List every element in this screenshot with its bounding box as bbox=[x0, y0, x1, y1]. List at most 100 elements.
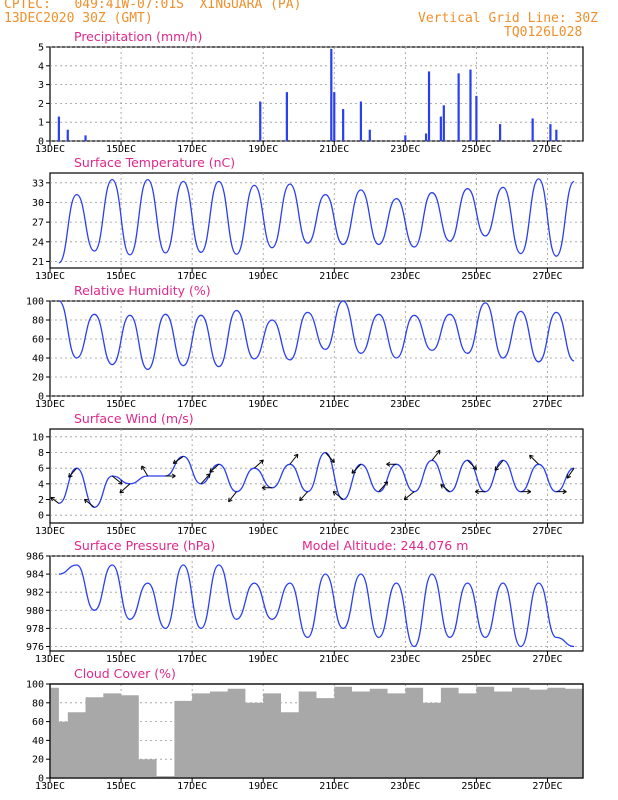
x-tick-label: 13DEC bbox=[35, 271, 65, 282]
precip-bar bbox=[469, 69, 472, 141]
precip-bar bbox=[498, 124, 502, 141]
x-tick-label: 27DEC bbox=[532, 526, 562, 537]
x-tick-label: 27DEC bbox=[532, 271, 562, 282]
wind-arrow-head bbox=[299, 496, 304, 502]
precip-bar bbox=[330, 48, 333, 141]
y-tick-label: 0 bbox=[38, 137, 44, 148]
wind-arrow bbox=[332, 491, 344, 500]
wind-arrow-head bbox=[436, 449, 441, 455]
y-tick-label: 20 bbox=[32, 755, 44, 766]
wind-arrow-head bbox=[141, 465, 146, 471]
wind-arrow bbox=[228, 491, 237, 502]
y-tick-label: 2 bbox=[38, 99, 44, 110]
x-tick-label: 17DEC bbox=[177, 654, 207, 665]
panel-frame bbox=[49, 428, 584, 524]
wind-arrow-head bbox=[118, 480, 123, 485]
x-tick-label: 27DEC bbox=[532, 654, 562, 665]
y-tick-label: 984 bbox=[26, 570, 44, 581]
wind-arrow-head bbox=[332, 491, 338, 496]
x-tick-label: 17DEC bbox=[177, 399, 207, 410]
x-tick-label: 17DEC bbox=[177, 526, 207, 537]
precip-bar bbox=[342, 109, 345, 141]
x-tick-label: 21DEC bbox=[319, 399, 349, 410]
y-tick-label: 3 bbox=[38, 80, 44, 91]
y-tick-label: 100 bbox=[26, 297, 44, 308]
wind-arrow bbox=[209, 463, 220, 473]
y-tick-label: 60 bbox=[32, 335, 44, 346]
wind-arrow-head bbox=[566, 474, 572, 479]
y-tick-label: 0 bbox=[38, 774, 44, 785]
series-line bbox=[58, 300, 575, 371]
x-tick-label: 15DEC bbox=[106, 654, 136, 665]
wind-arrow-head bbox=[119, 488, 124, 494]
wind-arrow-head bbox=[228, 497, 233, 503]
wind-arrow-head bbox=[562, 489, 567, 495]
wind-arrow bbox=[84, 498, 95, 508]
precip-bar bbox=[439, 116, 442, 141]
x-tick-label: 19DEC bbox=[248, 526, 278, 537]
precip-bar bbox=[285, 92, 288, 141]
model-code: TQ0126L028 bbox=[504, 25, 583, 40]
cloud-area bbox=[50, 686, 583, 778]
panel-frame bbox=[49, 172, 584, 269]
x-tick-label: 27DEC bbox=[532, 781, 562, 792]
x-tick-label: 25DEC bbox=[461, 271, 491, 282]
x-tick-label: 21DEC bbox=[319, 271, 349, 282]
y-tick-label: 1 bbox=[38, 118, 44, 129]
vertical-grid-note: Vertical Grid Line: 30Z bbox=[418, 11, 599, 26]
y-tick-label: 986 bbox=[26, 552, 44, 563]
wind-arrow-head bbox=[472, 465, 478, 470]
wind-arrow bbox=[494, 460, 504, 471]
y-tick-label: 978 bbox=[26, 624, 44, 635]
wind-arrow-head bbox=[259, 459, 264, 465]
y-tick-label: 4 bbox=[38, 479, 44, 490]
x-tick-label: 19DEC bbox=[248, 144, 278, 155]
x-tick-label: 23DEC bbox=[390, 399, 420, 410]
precip-bar bbox=[359, 101, 363, 141]
model-altitude-label: Model Altitude: 244.076 m bbox=[302, 538, 468, 553]
wind-arrow-head bbox=[83, 498, 89, 504]
wind-arrow bbox=[467, 459, 477, 470]
y-tick-label: 980 bbox=[26, 606, 44, 617]
y-tick-label: 0 bbox=[38, 511, 44, 522]
y-tick-label: 27 bbox=[32, 218, 44, 229]
y-tick-label: 2 bbox=[38, 495, 44, 506]
wind-arrow-head bbox=[386, 461, 391, 467]
x-tick-label: 21DEC bbox=[319, 144, 349, 155]
header-line-1: CPTEC: 049:41W-07:01S XINGUARA (PA) bbox=[4, 0, 302, 12]
x-tick-label: 25DEC bbox=[461, 144, 491, 155]
wind-arrow-head bbox=[209, 468, 214, 473]
series-line bbox=[58, 564, 575, 648]
wind-arrow bbox=[299, 491, 308, 501]
x-tick-label: 27DEC bbox=[532, 399, 562, 410]
panel-title: Precipitation (mm/h) bbox=[74, 29, 202, 44]
wind-arrow bbox=[325, 452, 335, 463]
wind-arrow-head bbox=[383, 481, 389, 486]
precip-bar bbox=[442, 105, 445, 141]
wind-arrow-head bbox=[475, 489, 479, 495]
panel-title: Surface Wind (m/s) bbox=[74, 411, 194, 426]
panel-title: Surface Pressure (hPa) bbox=[74, 538, 215, 553]
precip-bar bbox=[549, 124, 552, 141]
y-tick-label: 5 bbox=[38, 43, 44, 54]
wind-arrow-head bbox=[440, 484, 445, 489]
wind-arrow-head bbox=[206, 473, 211, 478]
wind-arrow bbox=[200, 473, 211, 485]
x-tick-label: 13DEC bbox=[35, 781, 65, 792]
x-tick-label: 17DEC bbox=[177, 144, 207, 155]
wind-arrow-head bbox=[403, 495, 409, 501]
y-tick-label: 976 bbox=[26, 642, 44, 653]
x-tick-label: 17DEC bbox=[177, 781, 207, 792]
wind-arrow bbox=[141, 465, 149, 477]
x-tick-label: 23DEC bbox=[390, 654, 420, 665]
panel-frame-top bbox=[49, 683, 584, 779]
wind-arrow-head bbox=[50, 496, 55, 502]
x-tick-label: 15DEC bbox=[106, 144, 136, 155]
header-line-2: 13DEC2020 30Z (GMT) bbox=[4, 11, 153, 26]
precip-bar bbox=[531, 118, 534, 141]
wind-arrow bbox=[378, 481, 389, 493]
y-tick-label: 60 bbox=[32, 717, 44, 728]
x-tick-label: 15DEC bbox=[106, 526, 136, 537]
precip-bar bbox=[368, 129, 371, 141]
